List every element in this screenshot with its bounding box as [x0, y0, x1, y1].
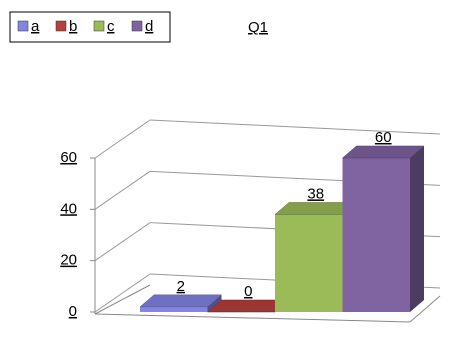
grid-line: [94, 273, 151, 313]
bar-side: [207, 294, 222, 312]
legend-label: c: [107, 18, 115, 35]
grid-line: [149, 119, 441, 135]
legend-label: d: [145, 18, 153, 35]
bar-front: [342, 158, 410, 312]
floor-edge: [409, 295, 441, 323]
legend-label: a: [31, 18, 40, 35]
bar-top: [341, 145, 425, 159]
grid-line: [94, 170, 151, 210]
data-label: 60: [375, 129, 392, 146]
grid-line: [94, 222, 151, 262]
grid-line: [94, 119, 151, 159]
y-tick-label: 60: [60, 149, 77, 166]
bar-side: [410, 146, 424, 312]
floor-edge: [94, 313, 411, 323]
bar-top: [139, 294, 223, 308]
y-tick-label: 40: [60, 200, 77, 217]
chart-title: Q1: [248, 19, 268, 36]
data-label: 2: [177, 278, 185, 295]
y-tick-label: 0: [69, 303, 77, 320]
legend-swatch: [17, 20, 29, 32]
legend-box: [9, 11, 171, 43]
floor-edge: [94, 284, 151, 315]
y-tick-label: 20: [60, 252, 77, 269]
legend-swatch: [93, 20, 105, 32]
data-label: 0: [244, 283, 252, 300]
bar-front: [140, 306, 208, 312]
legend-swatch: [131, 20, 143, 32]
legend-swatch: [55, 20, 67, 32]
legend-label: b: [69, 18, 77, 35]
bar-front: [275, 214, 343, 312]
data-label: 38: [307, 185, 324, 202]
